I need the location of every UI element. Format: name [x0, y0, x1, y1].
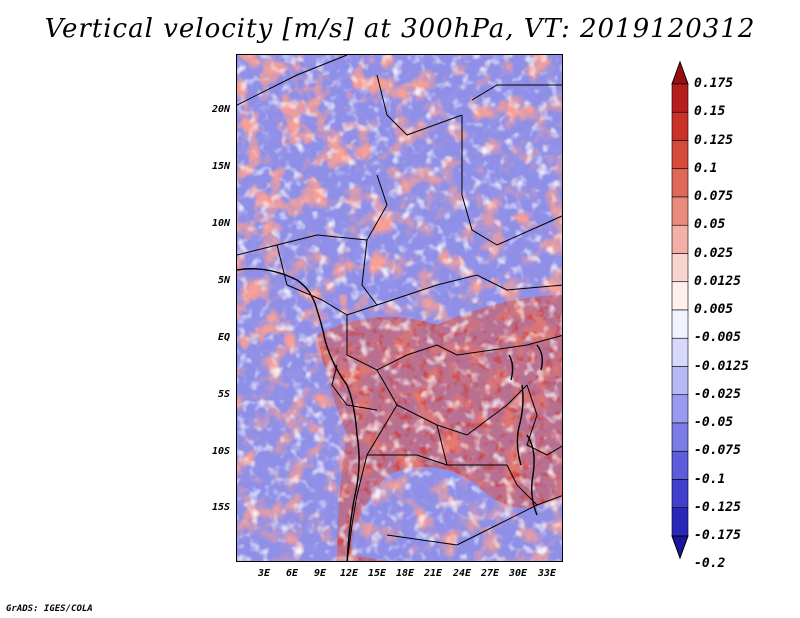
colorbar-box [671, 281, 689, 311]
colorbar-tick-label: -0.025 [694, 386, 741, 402]
colorbar-tick-label: -0.125 [694, 499, 741, 515]
colorbar-box [671, 224, 689, 254]
colorbar-tick-label: 0.0125 [694, 273, 741, 289]
colorbar-tick-label: 0.075 [694, 189, 734, 204]
colorbar-tick-label: -0.075 [694, 443, 741, 459]
colorbar-tick-label: 0.05 [694, 217, 726, 233]
colorbar-tick-label: 0.175 [694, 76, 734, 91]
lon-label-9e: 9E [313, 568, 327, 579]
lon-label-30e: 30E [508, 568, 528, 579]
lon-label-33e: 33E [537, 568, 557, 579]
colorbar-tick-label: -0.005 [694, 330, 741, 346]
colorbar-box [671, 140, 689, 170]
colorbar-tick-label: 0.15 [694, 104, 726, 120]
lon-label-6e: 6E [285, 568, 299, 579]
colorbar-tick-label: 0.025 [694, 245, 734, 261]
colorbar-tick-label: 0.005 [694, 302, 734, 317]
map-plot-area [236, 54, 563, 562]
colorbar-tick-label: -0.2 [694, 556, 726, 572]
lon-label-12e: 12E [339, 568, 359, 579]
lat-label-15n: 15N [211, 161, 230, 172]
colorbar-tick-label: 0.125 [694, 132, 734, 148]
grads-credit: GrADS: IGES/COLA [6, 604, 93, 614]
colorbar-box [671, 366, 689, 396]
lon-label-3e: 3E [257, 568, 271, 579]
lat-label-10s: 10S [211, 446, 230, 457]
colorbar-tick-label: -0.05 [694, 415, 734, 430]
lon-label-24e: 24E [452, 568, 472, 579]
colorbar-box [671, 111, 689, 141]
lat-label-10n: 10N [211, 218, 230, 229]
colorbar-box [671, 337, 689, 367]
colorbar-box [671, 196, 689, 226]
velocity-field-map [237, 55, 562, 561]
colorbar-arrow-top [671, 60, 689, 85]
colorbar-box [671, 422, 689, 452]
lon-label-15e: 15E [367, 568, 387, 579]
lon-label-18e: 18E [395, 568, 415, 579]
lat-label-5s: 5S [217, 389, 230, 400]
lon-label-21e: 21E [423, 568, 443, 579]
colorbar-box [671, 507, 689, 537]
lat-label-5n: 5N [217, 275, 230, 286]
colorbar-arrow-bottom [671, 535, 689, 560]
colorbar-tick-label: -0.1 [694, 471, 726, 487]
colorbar-box [671, 394, 689, 424]
lat-label-15s: 15S [211, 502, 230, 513]
colorbar-box [671, 309, 689, 339]
colorbar-box [671, 479, 689, 509]
colorbar-tick-label: -0.175 [694, 528, 741, 543]
chart-title: Vertical velocity [m/s] at 300hPa, VT: 2… [44, 14, 756, 44]
lat-label-eq: EQ [217, 332, 230, 343]
colorbar-box [671, 253, 689, 283]
lon-label-27e: 27E [480, 568, 500, 579]
colorbar-tick-label: -0.0125 [694, 358, 749, 374]
colorbar-box [671, 450, 689, 480]
colorbar [671, 60, 689, 560]
colorbar-box [671, 168, 689, 198]
lat-label-20n: 20N [211, 104, 230, 115]
colorbar-box [671, 83, 689, 113]
colorbar-tick-label: 0.1 [694, 160, 718, 176]
